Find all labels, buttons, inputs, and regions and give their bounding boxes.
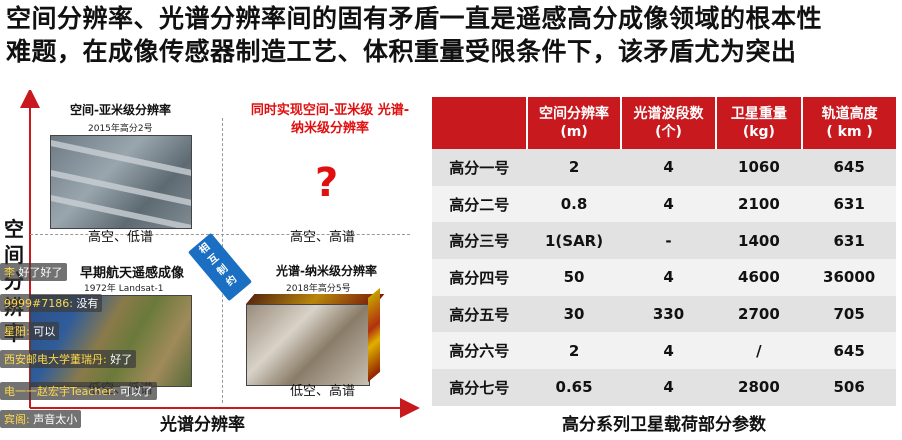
bottom-right-title: 光谱-纳米级分辨率 — [276, 264, 377, 278]
table-cell: 2700 — [715, 295, 803, 333]
table-row: 高分七号 0.65 4 2800 506 — [432, 369, 896, 406]
table-cell: / — [715, 332, 803, 370]
top-right-caption: 高空、高谱 — [290, 230, 356, 245]
table-cell: 0.65 — [526, 369, 622, 406]
hyperspectral-cube-image — [246, 304, 370, 386]
chat-message: 9999#7186: 没有 — [0, 294, 103, 312]
table-cell: 2100 — [715, 185, 803, 223]
satellite-name-cell: 高分二号 — [432, 185, 527, 223]
top-left-title: 空间-亚米级分辨率 — [70, 103, 171, 117]
chat-message: 电一一赵宏宇Teacher: 可以了 — [0, 382, 157, 400]
table-cell: 30 — [526, 295, 622, 333]
table-row: 高分四号 50 4 4600 36000 — [432, 259, 896, 296]
top-left-sub: 2015年高分2号 — [88, 124, 153, 134]
table-cell: 4600 — [715, 259, 803, 296]
top-left-caption: 高空、低谱 — [88, 230, 154, 245]
chat-message: 李 好了好了 — [0, 263, 67, 281]
satellite-name-cell: 高分七号 — [432, 369, 527, 406]
table-header-cell — [432, 97, 528, 149]
hyperspectral-cube-top — [246, 294, 385, 304]
table-cell: 4 — [621, 149, 716, 186]
table-header-cell: 卫星重量 (kg) — [715, 97, 804, 149]
satellite-name-cell: 高分五号 — [432, 295, 527, 333]
table-header-cell: 空间分辨率 (m) — [526, 97, 623, 149]
satellite-params-table: 空间分辨率 (m) 光谱波段数 (个) 卫星重量 (kg) 轨道高度 ( km … — [432, 97, 896, 406]
table-row: 高分三号 1(SAR) -1400 631 — [432, 222, 896, 260]
table-row: 高分二号 0.8 4 2100 631 — [432, 185, 896, 223]
question-mark-icon: ? — [315, 160, 339, 206]
chat-message: 西安邮电大学董瑞丹: 好了 — [0, 350, 137, 368]
table-cell: 330 — [621, 295, 716, 333]
chat-message: 星阳: 可以 — [0, 322, 60, 340]
table-cell: 645 — [802, 332, 896, 370]
table-header-cell: 轨道高度 ( km ) — [802, 97, 896, 149]
table-cell: 2800 — [715, 369, 803, 406]
slide-title: 空间分辨率、光谱分辨率间的固有矛盾一直是遥感高分成像领域的根本性 难题，在成像传… — [6, 2, 896, 68]
x-axis-label: 光谱分辨率 — [160, 415, 245, 435]
chat-message: 宾阁: 声音太小 — [0, 410, 82, 428]
table-header-row: 空间分辨率 (m) 光谱波段数 (个) 卫星重量 (kg) 轨道高度 ( km … — [432, 97, 896, 149]
airport-satellite-image — [50, 135, 192, 229]
table-cell: 2 — [526, 149, 622, 186]
title-line-1: 空间分辨率、光谱分辨率间的固有矛盾一直是遥感高分成像领域的根本性 — [6, 4, 823, 33]
table-row: 高分一号 2 4 1060 645 — [432, 149, 896, 186]
table-cell: 1(SAR) — [526, 222, 622, 260]
table-row: 高分六号 2 4/645 — [432, 332, 896, 370]
table-cell: 36000 — [802, 259, 896, 296]
table-cell: 4 — [621, 185, 716, 223]
table-cell: - — [621, 222, 716, 260]
table-cell: 506 — [802, 369, 896, 406]
table-cell: 1400 — [715, 222, 803, 260]
table-cell: 4 — [621, 332, 716, 370]
satellite-name-cell: 高分六号 — [432, 332, 527, 370]
bottom-right-sub: 2018年高分5号 — [286, 284, 351, 294]
table-cell: 0.8 — [526, 185, 622, 223]
bottom-left-title: 早期航天遥感成像 — [80, 266, 185, 281]
table-cell: 4 — [621, 259, 716, 296]
table-cell: 2 — [526, 332, 622, 370]
table-caption: 高分系列卫星载荷部分参数 — [562, 415, 766, 435]
satellite-name-cell: 高分一号 — [432, 149, 527, 186]
top-right-title: 同时实现空间-亚米级 光谱-纳米级分辨率 — [250, 103, 410, 136]
table-cell: 1060 — [715, 149, 803, 186]
bottom-right-caption: 低空、高谱 — [290, 384, 356, 399]
title-line-2: 难题，在成像传感器制造工艺、体积重量受限条件下，该矛盾尤为突出 — [6, 37, 797, 66]
bottom-left-sub: 1972年 Landsat-1 — [84, 284, 164, 294]
table-cell: 631 — [802, 222, 896, 260]
hyperspectral-cube-side — [368, 287, 380, 382]
table-cell: 50 — [526, 259, 622, 296]
table-header-cell: 光谱波段数 (个) — [621, 97, 717, 149]
table-cell: 705 — [802, 295, 896, 333]
quadrant-divider-h — [30, 234, 410, 235]
satellite-name-cell: 高分四号 — [432, 259, 527, 296]
satellite-name-cell: 高分三号 — [432, 222, 527, 260]
table-cell: 631 — [802, 185, 896, 223]
table-cell: 4 — [621, 369, 716, 406]
resolution-diagram: 空间分辨率 光谱分辨率 空间-亚米级分辨率 2015年高分2号 高空、低谱 同时… — [0, 90, 420, 440]
table-cell: 645 — [802, 149, 896, 186]
table-row: 高分五号 30 330 2700 705 — [432, 295, 896, 333]
